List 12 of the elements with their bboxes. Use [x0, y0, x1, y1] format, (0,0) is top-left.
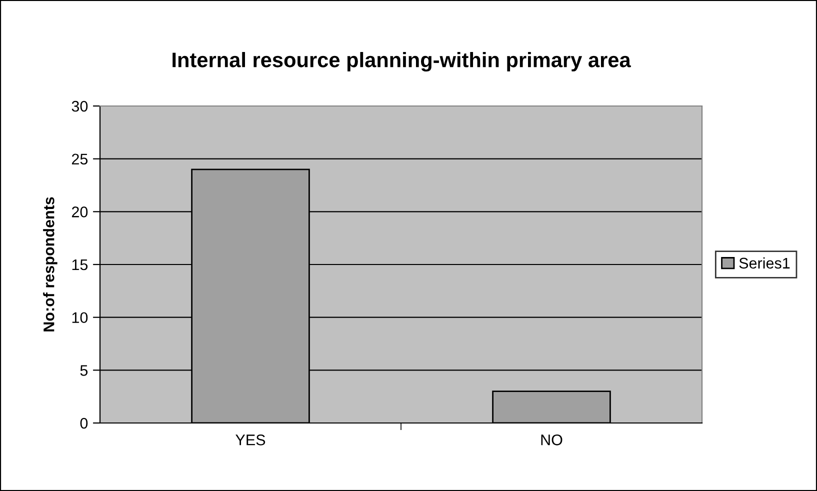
y-tick-label: 20: [72, 206, 88, 218]
y-tick-label: 0: [80, 418, 88, 429]
chart-title: Internal resource planning-within primary area: [172, 52, 631, 72]
x-tick-label: YES: [236, 434, 266, 446]
y-tick-label: 15: [72, 260, 88, 270]
y-tick-label: 10: [72, 312, 88, 324]
y-tick-label: 30: [72, 100, 88, 112]
y-tick-label: 25: [72, 154, 88, 165]
legend-label: Series1: [739, 257, 790, 269]
y-tick-label: 5: [80, 365, 88, 376]
x-tick-label: NO: [541, 434, 562, 446]
y-axis-title: No:of respondents: [43, 197, 58, 332]
